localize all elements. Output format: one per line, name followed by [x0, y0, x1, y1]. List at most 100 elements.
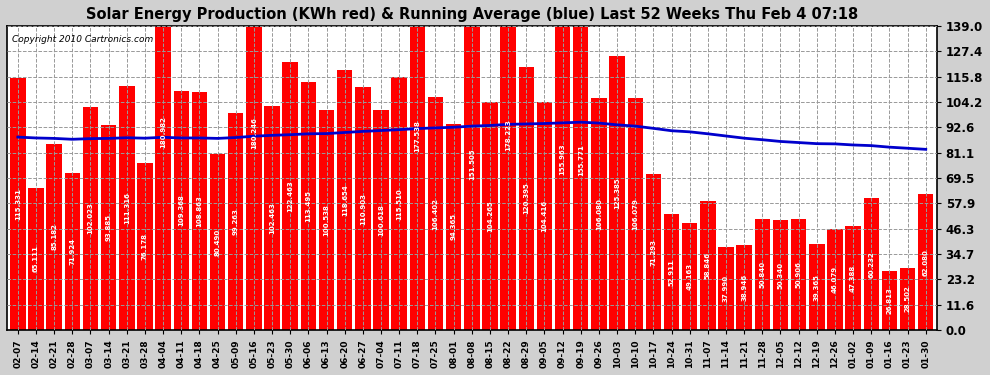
- Text: 47.388: 47.388: [850, 265, 856, 292]
- Text: 76.178: 76.178: [142, 233, 148, 260]
- Bar: [845, 226, 861, 330]
- Bar: [301, 82, 316, 330]
- Text: 65.111: 65.111: [33, 246, 39, 272]
- Text: 111.316: 111.316: [124, 192, 130, 224]
- Bar: [554, 0, 570, 330]
- Text: 100.618: 100.618: [378, 204, 384, 236]
- Text: 85.182: 85.182: [51, 224, 57, 251]
- Text: 155.963: 155.963: [559, 144, 565, 175]
- Text: 60.232: 60.232: [868, 251, 874, 278]
- Bar: [809, 244, 825, 330]
- Bar: [737, 245, 751, 330]
- Text: 115.331: 115.331: [15, 188, 21, 220]
- Text: 50.906: 50.906: [796, 261, 802, 288]
- Text: 50.840: 50.840: [759, 261, 765, 288]
- Text: 125.385: 125.385: [614, 177, 620, 209]
- Bar: [918, 194, 934, 330]
- Bar: [264, 106, 280, 330]
- Bar: [210, 154, 226, 330]
- Bar: [882, 272, 897, 330]
- Text: 109.368: 109.368: [178, 195, 184, 226]
- Bar: [500, 0, 516, 330]
- Text: 108.863: 108.863: [196, 195, 202, 227]
- Text: 115.510: 115.510: [396, 188, 402, 220]
- Text: 37.990: 37.990: [723, 275, 729, 302]
- Bar: [610, 56, 625, 330]
- Bar: [173, 91, 189, 330]
- Bar: [337, 70, 352, 330]
- Text: 113.495: 113.495: [305, 190, 312, 222]
- Text: 102.023: 102.023: [87, 202, 93, 234]
- Text: 93.885: 93.885: [106, 214, 112, 241]
- Bar: [773, 220, 788, 330]
- Bar: [591, 98, 607, 330]
- Text: 180.982: 180.982: [160, 116, 166, 148]
- Text: 99.263: 99.263: [233, 208, 239, 235]
- Text: 178.223: 178.223: [505, 119, 511, 151]
- Bar: [138, 164, 152, 330]
- Text: 180.246: 180.246: [250, 117, 256, 149]
- Bar: [282, 62, 298, 330]
- Text: 102.463: 102.463: [269, 202, 275, 234]
- Bar: [863, 198, 879, 330]
- Bar: [682, 222, 697, 330]
- Text: 118.654: 118.654: [342, 184, 347, 216]
- Text: 122.463: 122.463: [287, 180, 293, 212]
- Bar: [10, 78, 26, 330]
- Bar: [700, 201, 716, 330]
- Text: 104.265: 104.265: [487, 200, 493, 232]
- Text: 49.163: 49.163: [687, 263, 693, 290]
- Bar: [573, 0, 588, 330]
- Bar: [410, 0, 425, 330]
- Text: 94.365: 94.365: [450, 213, 456, 240]
- Text: 120.395: 120.395: [524, 183, 530, 214]
- Bar: [319, 110, 335, 330]
- Bar: [155, 0, 171, 330]
- Text: 52.911: 52.911: [668, 259, 674, 286]
- Text: Copyright 2010 Cartronics.com: Copyright 2010 Cartronics.com: [12, 35, 152, 44]
- Text: 71.924: 71.924: [69, 238, 75, 265]
- Bar: [247, 0, 261, 330]
- Text: 28.502: 28.502: [905, 286, 911, 312]
- Bar: [355, 87, 370, 330]
- Text: 151.505: 151.505: [469, 148, 475, 180]
- Bar: [29, 188, 44, 330]
- Text: 106.080: 106.080: [596, 198, 602, 230]
- Bar: [628, 98, 643, 330]
- Text: 110.903: 110.903: [359, 193, 366, 225]
- Bar: [119, 87, 135, 330]
- Bar: [64, 173, 80, 330]
- Bar: [101, 124, 117, 330]
- Text: 104.416: 104.416: [542, 200, 547, 232]
- Bar: [754, 219, 770, 330]
- Bar: [464, 0, 479, 330]
- Text: 50.340: 50.340: [777, 261, 783, 289]
- Text: 155.771: 155.771: [578, 144, 584, 176]
- Bar: [192, 92, 207, 330]
- Bar: [828, 229, 842, 330]
- Text: 177.538: 177.538: [415, 120, 421, 152]
- Title: Solar Energy Production (KWh red) & Running Average (blue) Last 52 Weeks Thu Feb: Solar Energy Production (KWh red) & Runn…: [86, 7, 858, 22]
- Bar: [228, 113, 244, 330]
- Text: 80.490: 80.490: [215, 228, 221, 256]
- Bar: [373, 110, 389, 330]
- Text: 62.080: 62.080: [923, 249, 929, 276]
- Bar: [83, 107, 98, 330]
- Bar: [900, 268, 916, 330]
- Bar: [664, 214, 679, 330]
- Bar: [791, 219, 807, 330]
- Bar: [645, 174, 661, 330]
- Text: 106.402: 106.402: [433, 198, 439, 230]
- Bar: [482, 102, 498, 330]
- Text: 46.079: 46.079: [832, 266, 838, 293]
- Text: 58.846: 58.846: [705, 252, 711, 279]
- Bar: [428, 97, 444, 330]
- Bar: [719, 247, 734, 330]
- Bar: [537, 102, 552, 330]
- Bar: [446, 124, 461, 330]
- Bar: [47, 144, 61, 330]
- Text: 71.293: 71.293: [650, 238, 656, 266]
- Text: 38.946: 38.946: [742, 274, 747, 301]
- Bar: [391, 77, 407, 330]
- Text: 26.813: 26.813: [886, 287, 892, 314]
